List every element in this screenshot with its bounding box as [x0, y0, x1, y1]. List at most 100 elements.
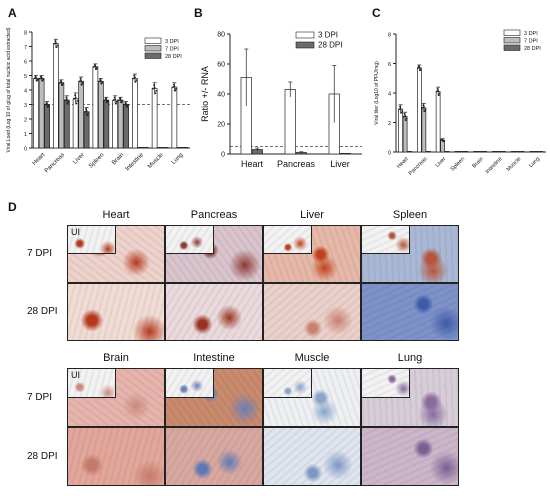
data-point: [78, 80, 81, 83]
data-point: [112, 99, 115, 102]
data-point: [99, 78, 102, 81]
data-point: [399, 107, 402, 110]
data-point: [172, 83, 175, 86]
data-point: [155, 89, 158, 92]
x-tick-label: Pancreas: [44, 152, 66, 174]
bar: [477, 151, 483, 153]
data-point: [126, 105, 128, 108]
x-tick-label: Liver: [435, 156, 448, 169]
bar: [137, 147, 144, 149]
bar: [44, 104, 50, 149]
panel-letter-c: C: [372, 6, 381, 20]
data-point: [40, 75, 42, 78]
data-point: [173, 85, 176, 88]
y-axis-label: Viral titer (Log10 of PFU/mg): [374, 61, 380, 125]
histology-panel: Heart Pancreas Liver Spleen 7 DPI UI 28 DPI Bra…: [0, 205, 550, 496]
uninfected-inset: [264, 226, 312, 254]
bar: [117, 99, 124, 149]
x-tick-label: Heart: [32, 152, 47, 167]
legend-label: 7 DPI: [524, 39, 538, 45]
data-point: [54, 41, 57, 44]
data-point: [81, 82, 84, 84]
x-tick-label: Brain: [111, 152, 125, 166]
legend-label: 28 DPI: [165, 54, 182, 60]
data-point: [123, 103, 126, 106]
row-header: 7 DPI: [27, 248, 53, 259]
data-point: [435, 90, 438, 93]
histology-image: [361, 368, 459, 427]
data-point: [153, 86, 156, 89]
inset-label-ui: UI: [71, 370, 80, 380]
data-point: [135, 79, 138, 82]
data-point: [115, 100, 118, 103]
data-point: [93, 64, 96, 66]
data-point: [421, 106, 424, 109]
data-point: [402, 115, 405, 118]
data-point: [404, 114, 407, 117]
y-tick-label: 7: [24, 45, 27, 51]
data-point: [403, 113, 406, 115]
histology-image: [361, 427, 459, 486]
data-point: [58, 81, 61, 84]
histology-image: [361, 225, 459, 283]
bar: [463, 151, 469, 153]
x-tick-label: Pancreas: [277, 159, 316, 169]
y-tick-label: 5: [24, 74, 27, 80]
data-point: [85, 108, 87, 111]
legend-label: 7 DPI: [165, 47, 179, 53]
row-header: 28 DPI: [27, 450, 58, 462]
y-tick-label: 60: [217, 62, 225, 69]
x-tick-label: Muscle: [147, 152, 165, 170]
y-tick-label: 40: [217, 92, 225, 99]
bar: [83, 111, 90, 149]
data-point: [419, 69, 422, 72]
bar: [53, 43, 59, 149]
chart-viral-load: 0 1 2 3 4 5 6 7 8 Viral Load (Log 10 of g/ug of t…: [6, 27, 190, 174]
bar: [473, 151, 478, 153]
histology-image: [165, 368, 263, 427]
data-point: [55, 46, 58, 48]
x-tick-label: Heart: [396, 156, 410, 170]
data-point: [416, 67, 419, 69]
data-point: [405, 119, 407, 122]
histology-image: [361, 283, 459, 341]
uninfected-inset: [362, 369, 410, 398]
bar: [64, 99, 70, 149]
bar: [284, 89, 296, 155]
bar: [132, 78, 138, 149]
bar: [421, 107, 427, 153]
legend-swatch: [503, 37, 521, 44]
column-header-spleen: Spleen: [392, 209, 428, 221]
data-point: [79, 77, 82, 80]
uninfected-inset: [264, 369, 312, 398]
inset-label-ui: UI: [71, 227, 80, 237]
row-header: 28 DPI: [27, 306, 58, 317]
data-point: [114, 98, 117, 101]
bar: [177, 147, 183, 149]
data-point: [441, 138, 443, 141]
data-point: [81, 83, 83, 86]
bar: [123, 104, 129, 149]
panel-letter-b: B: [194, 6, 203, 20]
data-point: [398, 108, 401, 111]
column-header-heart: Heart: [102, 209, 130, 221]
uninfected-inset: UI: [68, 226, 116, 254]
x-tick-label: Spleen: [450, 156, 466, 172]
bar: [417, 67, 422, 153]
histology-image: UI: [67, 368, 165, 427]
legend-swatch: [144, 52, 162, 59]
data-point: [171, 86, 174, 88]
data-point: [64, 99, 67, 102]
data-point: [106, 101, 109, 104]
histology-image: [165, 427, 263, 486]
data-point: [119, 97, 121, 100]
bar: [92, 66, 99, 149]
histology-image: [263, 283, 361, 341]
y-tick-label: 1: [24, 132, 27, 138]
data-point: [104, 97, 107, 100]
bar: [171, 86, 178, 149]
data-point: [405, 117, 408, 120]
column-header-muscle: Muscle: [294, 352, 330, 364]
y-tick-label: 80: [217, 32, 225, 39]
bar: [538, 151, 544, 153]
